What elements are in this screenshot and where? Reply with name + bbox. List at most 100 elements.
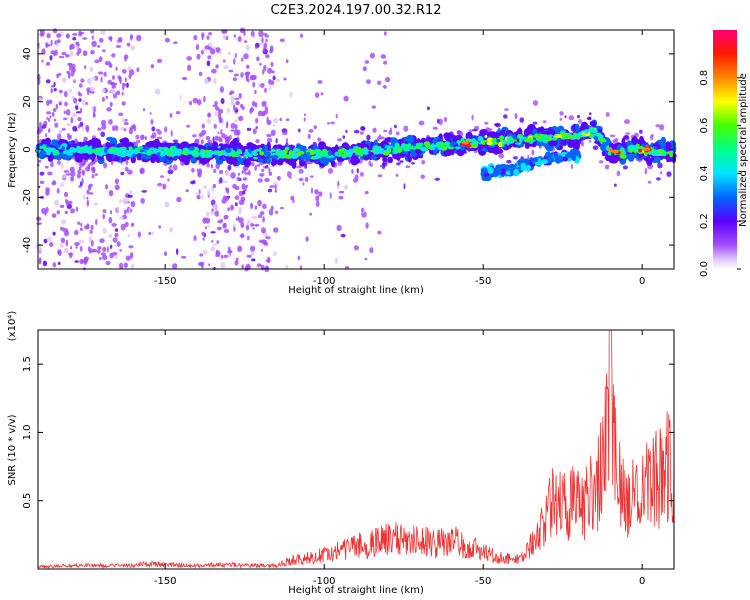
band-core-blob [259, 151, 265, 156]
noise-blob [58, 55, 65, 59]
noise-blob [202, 249, 208, 255]
y-tick-label: -20 [22, 189, 33, 205]
band-core-blob [491, 138, 497, 143]
scatter-blob [578, 119, 582, 124]
noise-blob [89, 161, 94, 166]
noise-blob [193, 35, 198, 41]
noise-blob [234, 185, 240, 191]
y-tick-label: -40 [22, 237, 33, 253]
scatter-blob [227, 164, 232, 171]
noise-blob [70, 70, 75, 77]
band-blob [451, 134, 457, 141]
noise-blob [380, 54, 386, 59]
noise-blob [232, 77, 237, 82]
noise-blob [364, 191, 369, 195]
noise-blob [102, 49, 106, 52]
band-blob [318, 141, 326, 149]
band-core-blob [120, 152, 126, 158]
noise-blob [245, 184, 249, 188]
band-blob [350, 156, 359, 166]
noise-blob [37, 97, 43, 103]
noise-blob [208, 32, 213, 36]
band-core-blob [115, 148, 122, 154]
band-core-blob [568, 135, 574, 139]
noise-blob [82, 37, 88, 40]
scatter-blob [63, 170, 69, 173]
spectrogram-y-axis-label: Frequency (Hz) [7, 112, 18, 188]
noise-blob [206, 35, 210, 40]
secondary-band-blob [487, 166, 494, 175]
scatter-blob [403, 125, 409, 132]
noise-blob [230, 172, 236, 179]
band-core-blob [248, 154, 253, 158]
noise-blob [156, 58, 163, 64]
noise-blob [68, 66, 74, 71]
noise-blob [45, 43, 51, 47]
noise-blob [70, 176, 75, 182]
noise-blob [69, 135, 72, 140]
noise-blob [211, 208, 214, 213]
scatter-blob [532, 121, 538, 125]
noise-blob [121, 91, 124, 96]
x-tick-label: -50 [475, 576, 491, 587]
noise-blob [114, 255, 118, 259]
band-blob [443, 150, 449, 157]
scatter-blob [157, 182, 163, 187]
noise-blob [257, 178, 263, 183]
band-core-blob [486, 141, 493, 146]
noise-blob [233, 225, 236, 232]
noise-blob [237, 216, 240, 221]
noise-blob [206, 118, 211, 124]
noise-blob [203, 95, 206, 103]
noise-blob [120, 223, 126, 231]
band-core-blob [420, 146, 428, 152]
noise-blob [208, 112, 211, 118]
scatter-blob [623, 135, 630, 140]
noise-blob [223, 254, 228, 259]
noise-blob [112, 237, 118, 243]
noise-blob [275, 210, 279, 214]
noise-blob [56, 188, 60, 194]
band-blob [119, 138, 128, 143]
band-core-blob [46, 151, 51, 156]
noise-blob [108, 119, 113, 125]
noise-blob [140, 197, 145, 204]
noise-blob [78, 166, 82, 170]
band-core-blob [52, 151, 58, 156]
snr-y-multiplier: (x10⁴) [7, 311, 18, 342]
noise-blob [361, 207, 364, 213]
noise-blob [100, 252, 106, 256]
x-tick-label: -150 [154, 276, 177, 287]
noise-blob [189, 100, 193, 106]
scatter-blob [150, 119, 154, 125]
scatter-blob [356, 168, 359, 174]
scatter-blob [379, 164, 383, 168]
noise-blob [162, 183, 167, 190]
noise-blob [191, 167, 195, 173]
band-core-blob [164, 148, 171, 152]
band-blob [106, 136, 114, 141]
noise-blob [82, 171, 85, 176]
noise-blob [206, 162, 210, 168]
noise-blob [65, 198, 68, 205]
scatter-blob [298, 168, 304, 174]
peak-blob [638, 148, 643, 153]
noise-blob [116, 241, 121, 247]
noise-blob [90, 224, 94, 230]
noise-blob [249, 202, 254, 209]
noise-blob [112, 125, 115, 132]
band-core-blob [94, 150, 100, 155]
noise-blob [238, 199, 245, 206]
band-blob [601, 150, 606, 157]
scatter-blob [50, 161, 54, 168]
noise-blob [304, 113, 306, 117]
colorbar-label: Normalized spectral amplitude [738, 73, 749, 227]
noise-blob [250, 76, 256, 80]
noise-blob [93, 202, 99, 206]
scatter-blob [236, 176, 241, 181]
scatter-blob [395, 131, 400, 136]
noise-blob [38, 159, 42, 163]
band-core-blob [528, 137, 532, 141]
noise-blob [102, 88, 106, 93]
y-tick-label: 0.5 [22, 493, 33, 509]
